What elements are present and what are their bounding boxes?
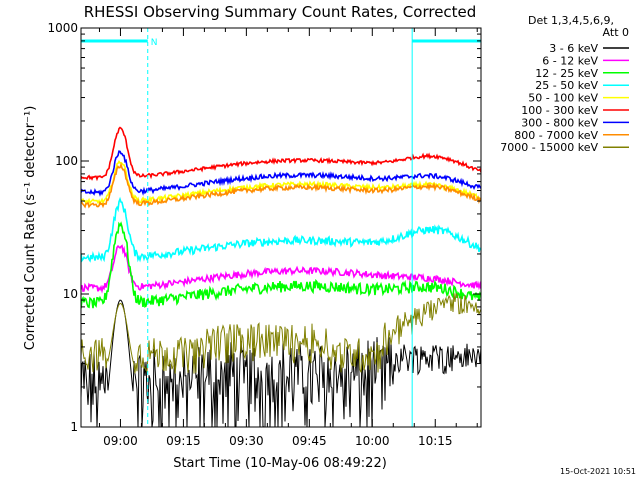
x-tick-label-1: 09:15 xyxy=(166,434,201,448)
x-tick-label-5: 10:15 xyxy=(418,434,453,448)
plot-area: N xyxy=(81,28,481,427)
y-tick-label-3: 1000 xyxy=(47,21,78,35)
legend-label-1: 6 - 12 keV xyxy=(542,54,598,67)
series-line-1 xyxy=(81,244,481,294)
chart-title: RHESSI Observing Summary Count Rates, Co… xyxy=(84,3,477,21)
axis-ticks: 09:00 09:15 09:30 09:45 10:00 10:15 1 10 100 1000 xyxy=(47,21,481,448)
legend-label-4: 50 - 100 keV xyxy=(528,92,598,105)
y-axis-label: Corrected Count Rate (s⁻¹ detector⁻¹) xyxy=(23,106,38,351)
plot-frame xyxy=(80,27,482,428)
series-line-2 xyxy=(81,221,481,309)
night-marker: N xyxy=(151,38,158,48)
y-tick-label-1: 10 xyxy=(63,287,78,301)
x-tick-label-0: 09:00 xyxy=(103,434,138,448)
footer-timestamp: 15-Oct-2021 10:51 xyxy=(560,467,636,476)
legend-label-6: 300 - 800 keV xyxy=(521,116,598,129)
x-tick-label-3: 09:45 xyxy=(292,434,327,448)
series-line-3 xyxy=(81,196,481,263)
legend-label-0: 3 - 6 keV xyxy=(549,42,598,55)
y-tick-label-0: 1 xyxy=(70,420,78,434)
legend-detectors: Det 1,3,4,5,6,9, xyxy=(528,14,614,27)
legend-attenuator: Att 0 xyxy=(603,26,629,39)
x-tick-label-2: 09:30 xyxy=(229,434,264,448)
series-line-5 xyxy=(81,126,481,182)
series-line-7 xyxy=(81,162,481,209)
x-tick-label-4: 10:00 xyxy=(355,434,390,448)
legend-label-7: 800 - 7000 keV xyxy=(514,129,598,142)
legend-label-3: 25 - 50 keV xyxy=(535,79,598,92)
x-axis-label: Start Time (10-May-06 08:49:22) xyxy=(173,456,387,471)
legend-label-8: 7000 - 15000 keV xyxy=(500,141,598,154)
legend-label-2: 12 - 25 keV xyxy=(535,67,598,80)
legend-label-5: 100 - 300 keV xyxy=(521,104,598,117)
y-tick-label-2: 100 xyxy=(55,154,78,168)
